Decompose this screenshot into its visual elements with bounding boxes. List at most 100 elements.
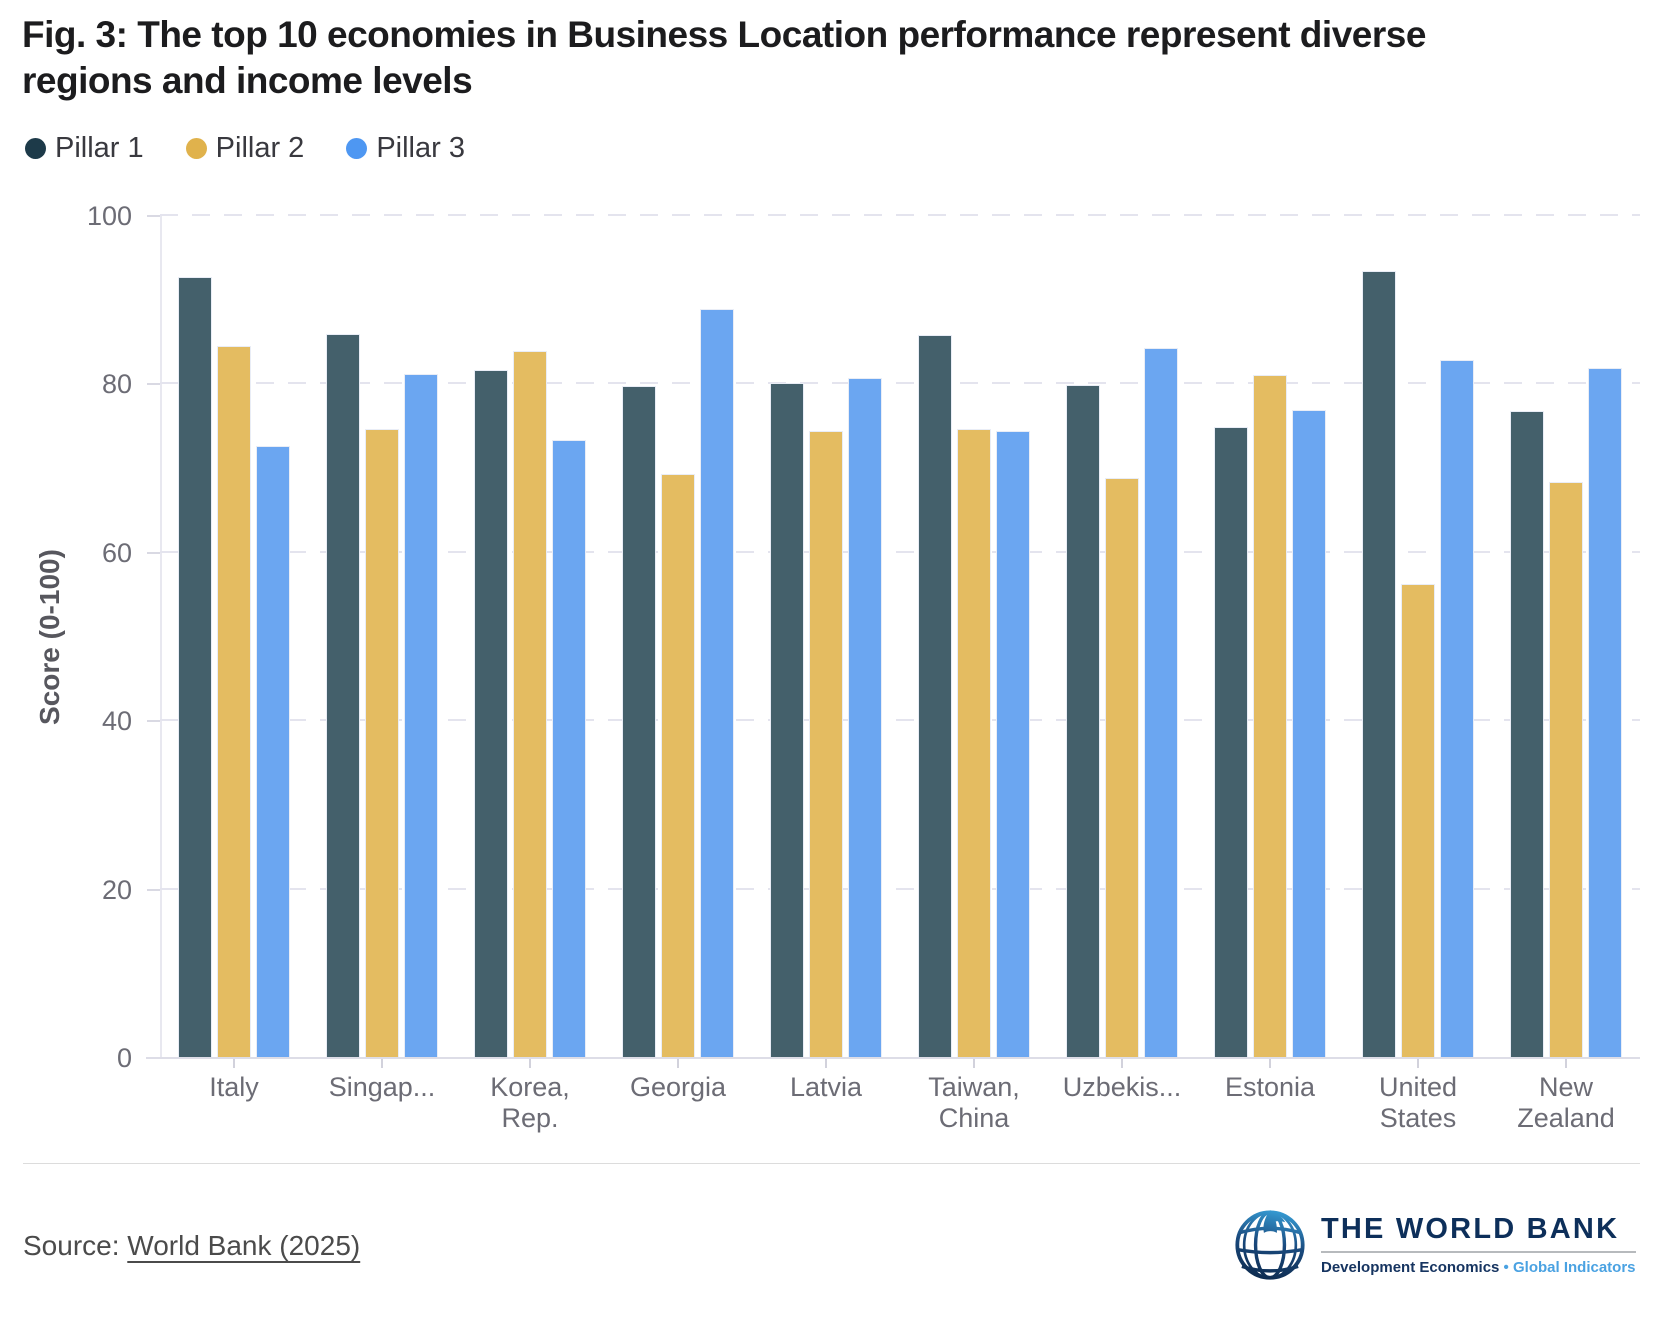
bar-pillar-2-latvia[interactable] xyxy=(809,430,843,1058)
bar-cluster-united-states xyxy=(1344,216,1492,1058)
bar-cluster-uzbekis xyxy=(1048,216,1196,1058)
x-axis-label-estonia: Estonia xyxy=(1224,1072,1316,1102)
bar-pillar-3-georgia[interactable] xyxy=(700,309,734,1058)
x-tick-mark xyxy=(529,1059,531,1068)
world-bank-tagline: Development Economics • Global Indicator… xyxy=(1321,1251,1636,1276)
bar-group-uzbekis: Uzbekis... xyxy=(1048,216,1196,1102)
legend-item-pillar-3[interactable]: Pillar 3 xyxy=(346,132,465,165)
x-axis-label-georgia: Georgia xyxy=(629,1072,727,1102)
y-tick-mark xyxy=(147,888,160,891)
plot-area: Italy Singap... Korea, Rep. Georgia Latvia Ta… xyxy=(146,214,1640,1133)
gridline-80 xyxy=(160,382,1640,385)
x-axis-label-uzbekis: Uzbekis... xyxy=(1062,1072,1182,1102)
bar-pillar-3-latvia[interactable] xyxy=(848,377,882,1058)
y-tick-mark xyxy=(147,551,160,554)
bar-cluster-italy xyxy=(160,216,308,1058)
source-link[interactable]: World Bank (2025) xyxy=(127,1230,361,1261)
x-axis-label-singap: Singap... xyxy=(328,1072,436,1102)
bar-pillar-2-uzbekis[interactable] xyxy=(1105,477,1139,1058)
bar-cluster-taiwan-china xyxy=(900,216,1048,1058)
bar-pillar-1-estonia[interactable] xyxy=(1214,426,1248,1058)
y-tick-label-100: 100 xyxy=(86,201,132,231)
source-prefix: Source: xyxy=(23,1230,128,1261)
x-axis-label-taiwan-china: Taiwan, China xyxy=(928,1072,1020,1133)
bar-pillar-1-korea-rep[interactable] xyxy=(474,370,508,1058)
bar-pillar-3-uzbekis[interactable] xyxy=(1144,348,1178,1058)
bar-pillar-2-taiwan-china[interactable] xyxy=(957,429,991,1058)
bar-pillar-2-estonia[interactable] xyxy=(1253,375,1287,1058)
bar-pillar-1-uzbekis[interactable] xyxy=(1066,385,1100,1058)
figure-title-line2: regions and income levels xyxy=(22,60,473,101)
legend-swatch-icon xyxy=(25,138,46,159)
bar-cluster-singap xyxy=(308,216,456,1058)
x-tick-mark xyxy=(233,1059,235,1068)
legend-item-pillar-1[interactable]: Pillar 1 xyxy=(25,132,144,165)
tagline-separator: • xyxy=(1499,1259,1513,1276)
bar-pillar-1-italy[interactable] xyxy=(178,276,212,1058)
bar-pillar-2-italy[interactable] xyxy=(217,345,251,1058)
y-tick-label-20: 20 xyxy=(101,874,132,905)
bar-pillar-3-estonia[interactable] xyxy=(1292,409,1326,1058)
x-tick-mark xyxy=(1565,1059,1567,1068)
x-axis-label-italy: Italy xyxy=(209,1072,259,1102)
y-tick-mark xyxy=(147,1057,160,1059)
bar-cluster-new-zealand xyxy=(1492,216,1640,1058)
bar-pillar-1-georgia[interactable] xyxy=(622,386,656,1058)
bar-group-italy: Italy xyxy=(160,216,308,1102)
figure-title: Fig. 3: The top 10 economies in Business… xyxy=(22,12,1632,104)
bar-pillar-2-georgia[interactable] xyxy=(661,473,695,1058)
bar-group-georgia: Georgia xyxy=(604,216,752,1102)
bar-pillar-3-italy[interactable] xyxy=(256,445,290,1058)
bar-pillar-2-united-states[interactable] xyxy=(1401,583,1435,1058)
y-tick-label-0: 0 xyxy=(116,1043,132,1073)
source-note: Source: World Bank (2025) xyxy=(23,1230,360,1262)
bar-pillar-1-latvia[interactable] xyxy=(770,382,804,1058)
bar-cluster-georgia xyxy=(604,216,752,1058)
gridline-40 xyxy=(160,719,1640,722)
bar-pillar-1-taiwan-china[interactable] xyxy=(918,334,952,1058)
y-tick-mark xyxy=(147,720,160,723)
bar-group-latvia: Latvia xyxy=(752,216,900,1102)
bar-pillar-1-singap[interactable] xyxy=(326,333,360,1058)
x-axis-label-new-zealand: New Zealand xyxy=(1517,1072,1615,1133)
bar-pillar-3-taiwan-china[interactable] xyxy=(996,430,1030,1058)
x-tick-mark xyxy=(973,1059,975,1068)
x-axis-label-latvia: Latvia xyxy=(789,1072,863,1102)
bar-group-korea-rep: Korea, Rep. xyxy=(456,216,604,1133)
world-bank-name: THE WORLD BANK xyxy=(1321,1213,1620,1245)
tagline-development-economics: Development Economics xyxy=(1321,1259,1500,1276)
y-tick-label-80: 80 xyxy=(101,369,132,400)
y-axis-tick-labels: 0 20 40 60 80 100 xyxy=(0,201,146,1073)
figure-title-line1: Fig. 3: The top 10 economies in Business… xyxy=(22,14,1426,55)
y-tick-label-40: 40 xyxy=(101,706,132,737)
bar-pillar-3-korea-rep[interactable] xyxy=(552,439,586,1058)
x-tick-mark xyxy=(1269,1059,1271,1068)
bar-pillar-3-singap[interactable] xyxy=(404,374,438,1058)
bar-pillar-2-singap[interactable] xyxy=(365,429,399,1058)
bar-cluster-korea-rep xyxy=(456,216,604,1058)
bar-pillar-3-new-zealand[interactable] xyxy=(1588,368,1622,1058)
bar-pillar-2-new-zealand[interactable] xyxy=(1549,482,1583,1058)
world-bank-logo-text: THE WORLD BANK Development Economics • G… xyxy=(1321,1213,1636,1276)
bar-pillar-1-united-states[interactable] xyxy=(1362,270,1396,1058)
gridline-60 xyxy=(160,550,1640,553)
bar-group-new-zealand: New Zealand xyxy=(1492,216,1640,1133)
legend-swatch-icon xyxy=(346,138,368,159)
x-axis-label-korea-rep: Korea, Rep. xyxy=(490,1072,570,1133)
x-tick-mark xyxy=(1417,1059,1419,1068)
bar-pillar-3-united-states[interactable] xyxy=(1440,359,1474,1058)
y-tick-label-60: 60 xyxy=(101,537,132,568)
bar-cluster-latvia xyxy=(752,216,900,1058)
bar-cluster-estonia xyxy=(1196,216,1344,1058)
x-axis-label-united-states: United States xyxy=(1378,1072,1458,1133)
world-bank-logo: THE WORLD BANK Development Economics • G… xyxy=(1232,1202,1636,1287)
bar-pillar-1-new-zealand[interactable] xyxy=(1510,410,1544,1058)
footer-divider xyxy=(23,1163,1640,1164)
legend-item-pillar-2[interactable]: Pillar 2 xyxy=(185,132,304,165)
x-tick-mark xyxy=(381,1059,383,1068)
globe-icon xyxy=(1232,1202,1308,1287)
x-tick-mark xyxy=(825,1059,827,1068)
bar-group-united-states: United States xyxy=(1344,216,1492,1133)
bar-pillar-2-korea-rep[interactable] xyxy=(513,350,547,1058)
legend-label: Pillar 3 xyxy=(376,132,465,164)
